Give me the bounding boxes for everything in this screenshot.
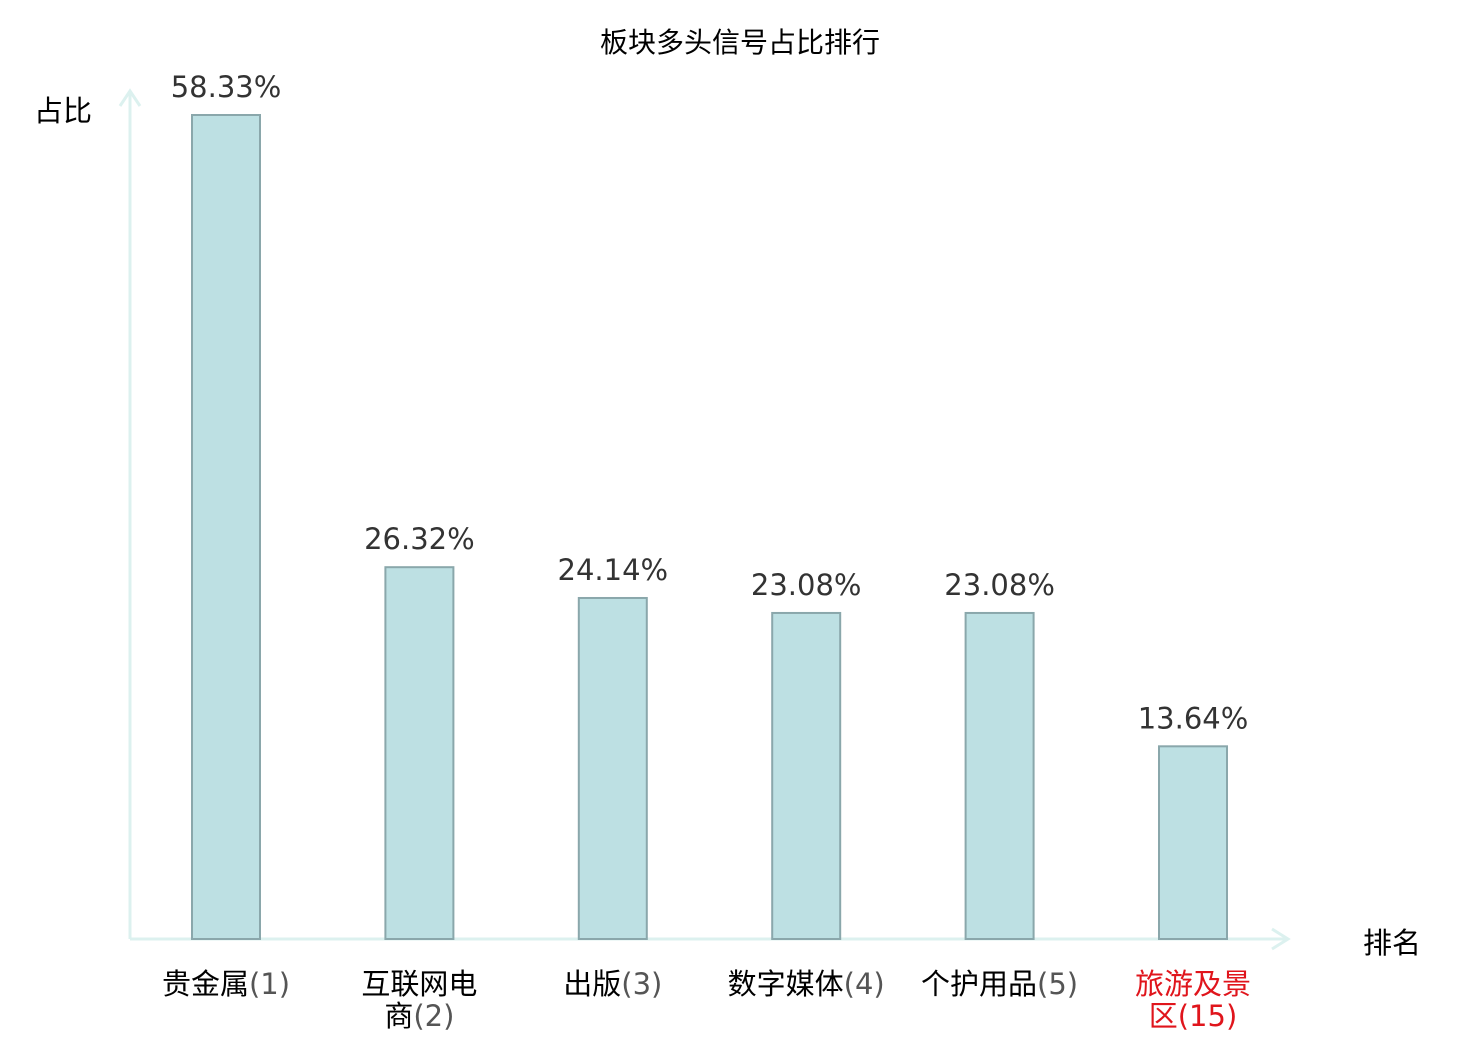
x-tick-label: 区(15)	[1149, 999, 1238, 1033]
bar	[384, 566, 455, 940]
bars-group	[191, 114, 1228, 941]
bar	[191, 114, 261, 940]
x-tick-label: 数字媒体(4)	[728, 967, 885, 1001]
bar-value-label: 24.14%	[558, 553, 669, 587]
y-axis-arrow	[118, 88, 142, 107]
chart-title: 板块多头信号占比排行	[600, 26, 880, 59]
x-tick-label: 出版(3)	[563, 967, 662, 1001]
x-axis-arrow	[1271, 927, 1291, 951]
bar-value-label: 26.32%	[364, 522, 475, 556]
x-tick-label: 个护用品(5)	[921, 967, 1078, 1001]
x-axis-label: 排名	[1363, 926, 1421, 960]
x-tick-label: 贵金属(1)	[162, 967, 290, 1001]
bar-value-label: 23.08%	[944, 568, 1055, 602]
x-tick-label: 旅游及景	[1135, 967, 1251, 1001]
bar-value-label: 13.64%	[1138, 701, 1249, 735]
bar	[771, 611, 842, 941]
bar	[577, 596, 648, 940]
bar	[1158, 745, 1228, 941]
x-tick-label: 商(2)	[384, 999, 454, 1033]
bar-value-label: 23.08%	[751, 568, 862, 602]
y-axis-label: 占比	[34, 94, 92, 128]
bar-value-label: 58.33%	[171, 70, 282, 104]
axes	[118, 88, 1291, 951]
bar	[964, 611, 1035, 941]
value-labels-group: 58.33% 26.32% 24.14% 23.08% 23.08% 13.64%	[171, 70, 1249, 735]
x-tick-label: 互联网电	[361, 967, 477, 1001]
